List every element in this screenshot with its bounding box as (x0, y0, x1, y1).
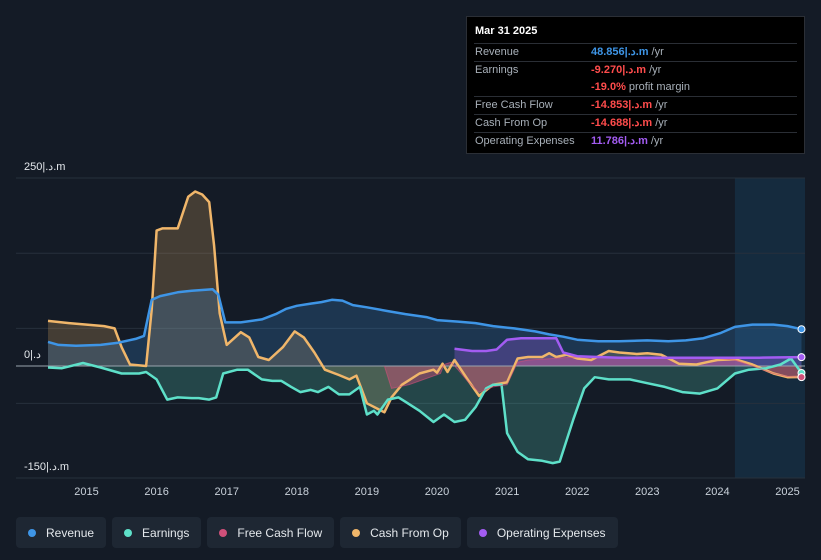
tooltip-row-label: Free Cash Flow (475, 99, 553, 111)
tooltip-rows: Revenue 48.856|.د.m/yr Earnings -9.270|.د.m… (474, 43, 797, 150)
x-tick-label: 2019 (355, 486, 379, 498)
tooltip-row-value: -19.0% (591, 81, 626, 93)
tooltip-row: Earnings -9.270|.د.m/yr (474, 61, 797, 79)
tooltip-row: -19.0% profit margin (474, 79, 797, 96)
y-tick-label: 0|.د (24, 349, 41, 361)
legend-item-operating-expenses[interactable]: Operating Expenses (466, 517, 618, 548)
tooltip-row: Operating Expenses 11.786|.د.m/yr (474, 132, 797, 150)
cash-from-op-line (47, 190, 802, 414)
tooltip-row-unit: profit margin (628, 81, 690, 93)
x-tick-label: 2024 (705, 486, 729, 498)
revenue-area (48, 289, 802, 366)
tooltip-date: Mar 31 2025 (475, 25, 538, 37)
chart-legend: Revenue Earnings Free Cash Flow Cash From O… (16, 517, 618, 548)
legend-dot-icon (478, 528, 487, 537)
y-tick-label: 250|.د.m (24, 161, 65, 173)
x-tick-label: 2023 (635, 486, 659, 498)
chart-lines (47, 190, 803, 465)
legend-label: Cash From Op (370, 525, 449, 540)
tooltip-row-unit: /yr (655, 117, 668, 129)
legend-label: Earnings (142, 525, 190, 540)
tooltip-row-value: -14.688|.د.m (591, 117, 653, 129)
earnings-line (47, 357, 803, 465)
legend-label: Revenue (46, 525, 95, 540)
free-cash-flow-end-marker (797, 373, 806, 382)
x-axis-labels: 2015 2016 2017 2018 2019 2020 2021 2022 2023 2024… (74, 486, 799, 498)
legend-label: Free Cash Flow (237, 525, 323, 540)
x-tick-label: 2021 (495, 486, 519, 498)
operating-expenses-line (454, 336, 802, 359)
tooltip-row-label: Earnings (475, 64, 519, 76)
y-tick-label: -150|.د.m (24, 461, 69, 473)
earnings-area (48, 358, 802, 464)
tooltip-row-label (474, 79, 591, 96)
tooltip-row-label: Cash From Op (475, 117, 548, 129)
data-tooltip: Mar 31 2025 Revenue 48.856|.د.m/yr Earning… (466, 16, 805, 154)
legend-dot-icon (219, 528, 228, 537)
chart-end-markers (797, 325, 806, 382)
legend-dot-icon (28, 528, 36, 537)
x-tick-label: 2025 (775, 486, 799, 498)
x-tick-label: 2016 (144, 486, 168, 498)
tooltip-row-unit: /yr (649, 64, 662, 76)
tooltip-row-value: -9.270|.د.m (591, 64, 647, 76)
tooltip-row: Cash From Op -14.688|.د.m/yr (474, 114, 797, 132)
legend-dot-icon (352, 528, 361, 537)
legend-label: Operating Expenses (496, 525, 606, 540)
legend-item-free-cash-flow[interactable]: Free Cash Flow (207, 517, 335, 548)
chart-grid (16, 177, 805, 479)
y-axis-labels: 250|.د.m 0|.د -150|.د.m (24, 161, 69, 473)
tooltip-row-label: Operating Expenses (475, 135, 575, 147)
x-tick-label: 2015 (74, 486, 98, 498)
tooltip-row-label: Revenue (475, 46, 520, 58)
tooltip-row-unit: /yr (651, 46, 664, 58)
legend-item-revenue[interactable]: Revenue (16, 517, 107, 548)
chart-areas (48, 191, 802, 464)
tooltip-row-value: 48.856|.د.m (591, 46, 649, 58)
tooltip-row-value: -14.853|.د.m (591, 99, 653, 111)
tooltip-row-value: 11.786|.د.m (591, 135, 648, 147)
revenue-line (47, 288, 802, 347)
tooltip-row: Revenue 48.856|.د.m/yr (474, 43, 797, 61)
legend-item-cash-from-op[interactable]: Cash From Op (340, 517, 461, 548)
tooltip-row-unit: /yr (655, 99, 668, 111)
x-tick-label: 2020 (425, 486, 449, 498)
tooltip-row: Free Cash Flow -14.853|.د.m/yr (474, 96, 797, 114)
x-tick-label: 2017 (214, 486, 238, 498)
operating-expenses-end-marker (797, 353, 806, 362)
legend-dot-icon (124, 528, 133, 537)
revenue-end-marker (797, 325, 806, 334)
x-tick-label: 2018 (285, 486, 309, 498)
x-tick-label: 2022 (565, 486, 589, 498)
tooltip-row-unit: /yr (650, 135, 664, 147)
legend-item-earnings[interactable]: Earnings (112, 517, 202, 548)
